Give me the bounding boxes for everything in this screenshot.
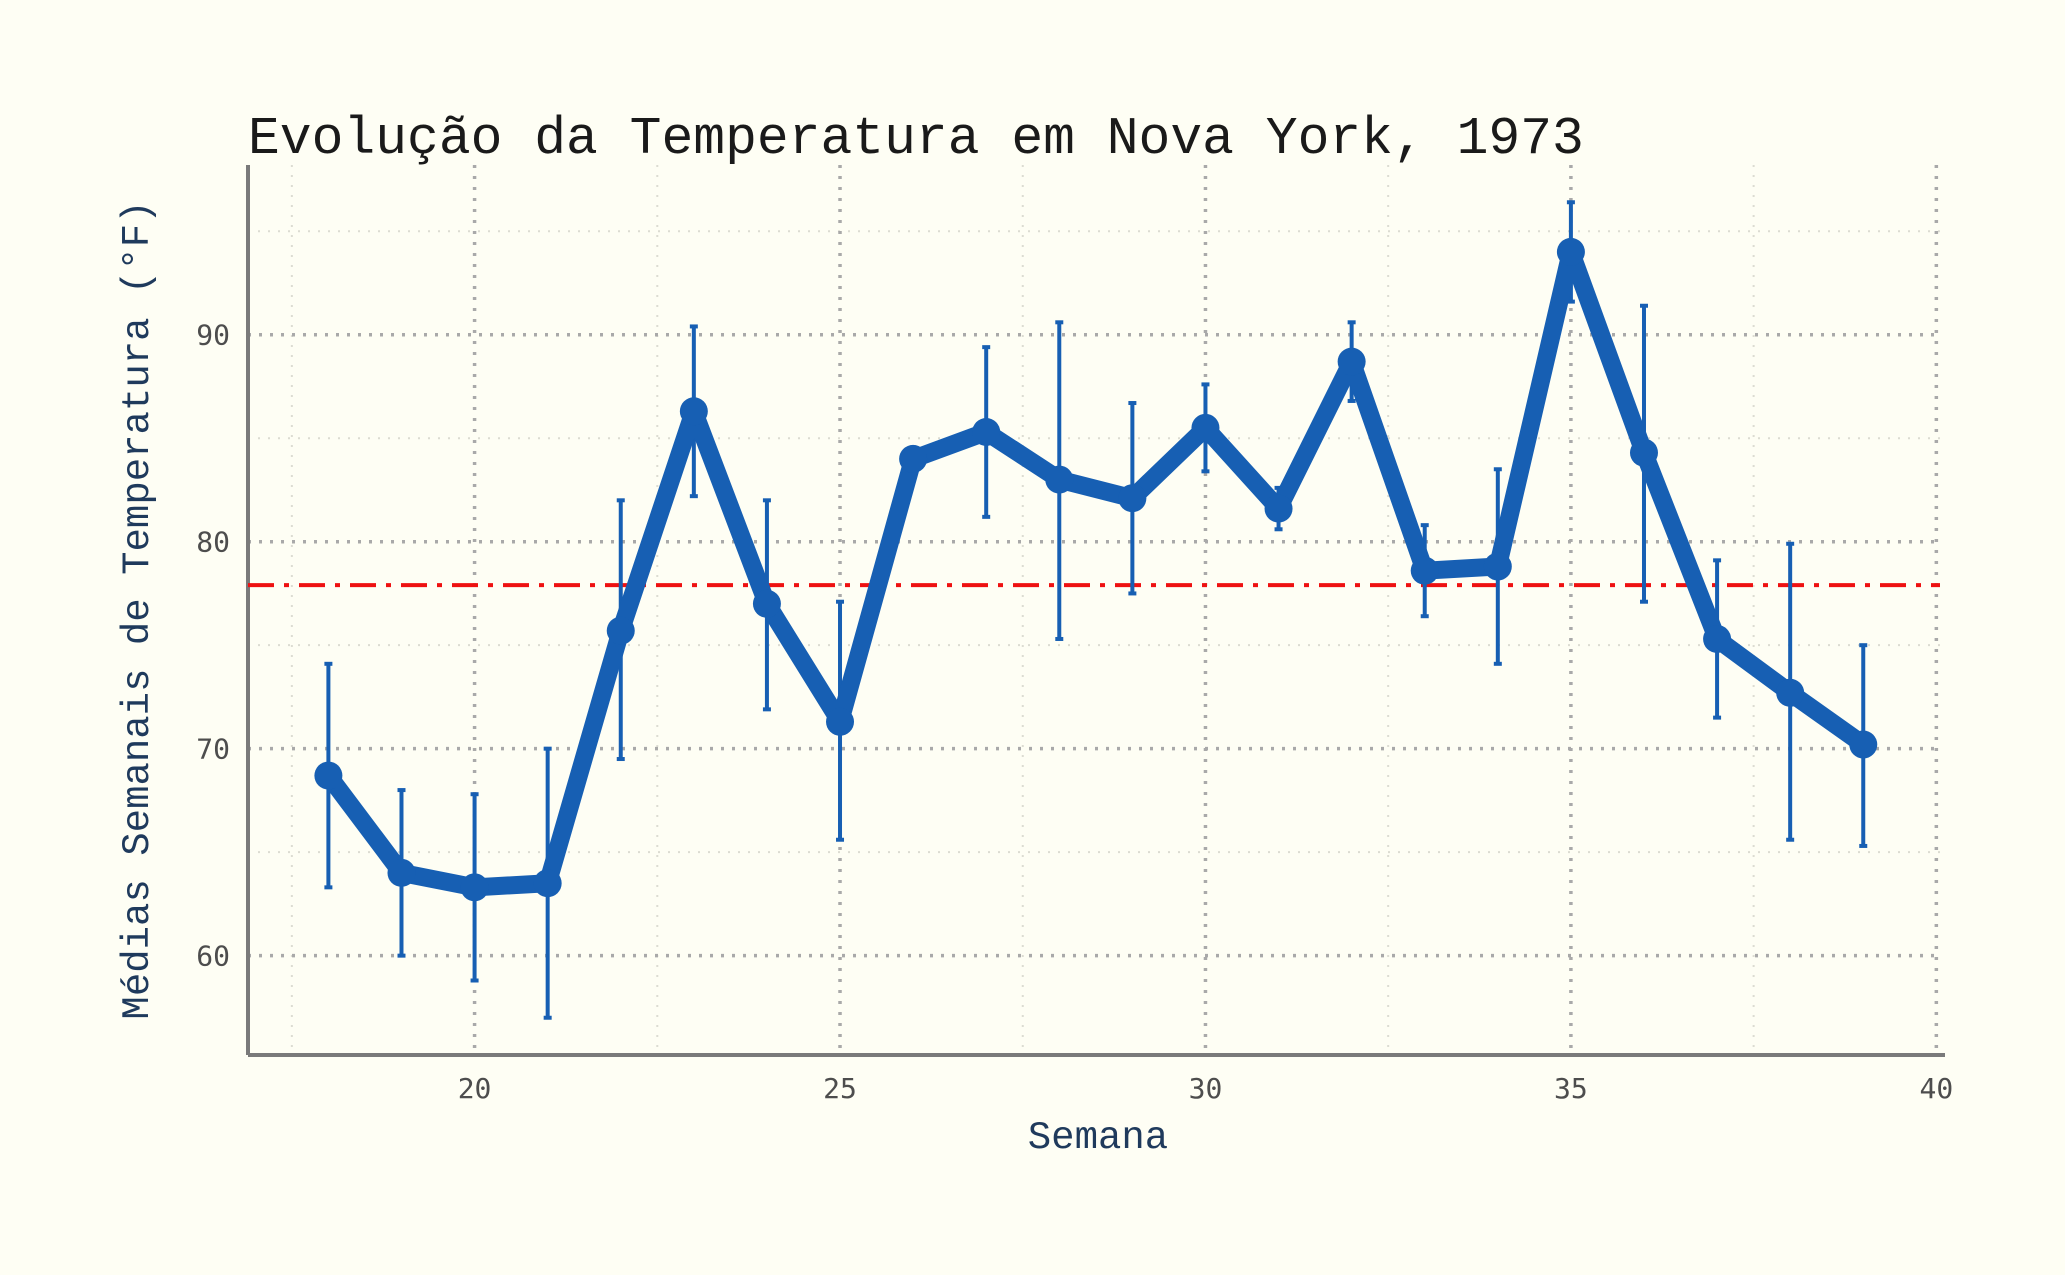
x-axis-label: Semana xyxy=(1028,1116,1168,1160)
data-point xyxy=(460,873,489,902)
y-tick-labels: 60 70 80 90 xyxy=(196,319,230,973)
data-point xyxy=(314,761,343,790)
x-tick-label: 35 xyxy=(1554,1072,1588,1105)
x-tick-label: 30 xyxy=(1189,1072,1223,1105)
data-point xyxy=(1629,438,1658,467)
data-point xyxy=(1045,465,1074,494)
y-tick-label: 90 xyxy=(196,319,230,352)
data-point xyxy=(1118,484,1147,513)
x-tick-label: 25 xyxy=(823,1072,857,1105)
data-point xyxy=(1703,624,1732,653)
major-grid xyxy=(248,165,1940,1055)
data-point xyxy=(1337,347,1366,376)
chart-title: Evolução da Temperatura em Nova York, 19… xyxy=(248,109,1584,169)
data-point xyxy=(752,589,781,618)
data-point xyxy=(1556,237,1585,266)
data-point xyxy=(533,869,562,898)
data-point xyxy=(606,616,635,645)
minor-grid xyxy=(248,165,1940,1055)
data-point xyxy=(899,444,928,473)
data-point xyxy=(1191,413,1220,442)
y-axis-label: Médias Semanais de Temperatura (°F) xyxy=(116,200,160,1019)
errorbars-layer xyxy=(324,200,1868,1020)
series-line xyxy=(319,242,1873,897)
data-point xyxy=(1776,678,1805,707)
x-tick-label: 40 xyxy=(1919,1072,1953,1105)
x-tick-label: 20 xyxy=(458,1072,492,1105)
data-point xyxy=(1410,556,1439,585)
data-point xyxy=(679,397,708,426)
y-tick-label: 60 xyxy=(196,940,230,973)
data-point xyxy=(1483,552,1512,581)
points-layer xyxy=(314,237,1878,902)
series-line-layer xyxy=(319,242,1873,897)
data-point xyxy=(1264,494,1293,523)
x-tick-labels: 20 25 30 35 40 xyxy=(458,1072,1953,1105)
data-point xyxy=(387,858,416,887)
data-point xyxy=(1849,730,1878,759)
data-point xyxy=(972,418,1001,446)
y-tick-label: 70 xyxy=(196,733,230,766)
y-tick-label: 80 xyxy=(196,526,230,559)
data-point xyxy=(826,707,855,736)
